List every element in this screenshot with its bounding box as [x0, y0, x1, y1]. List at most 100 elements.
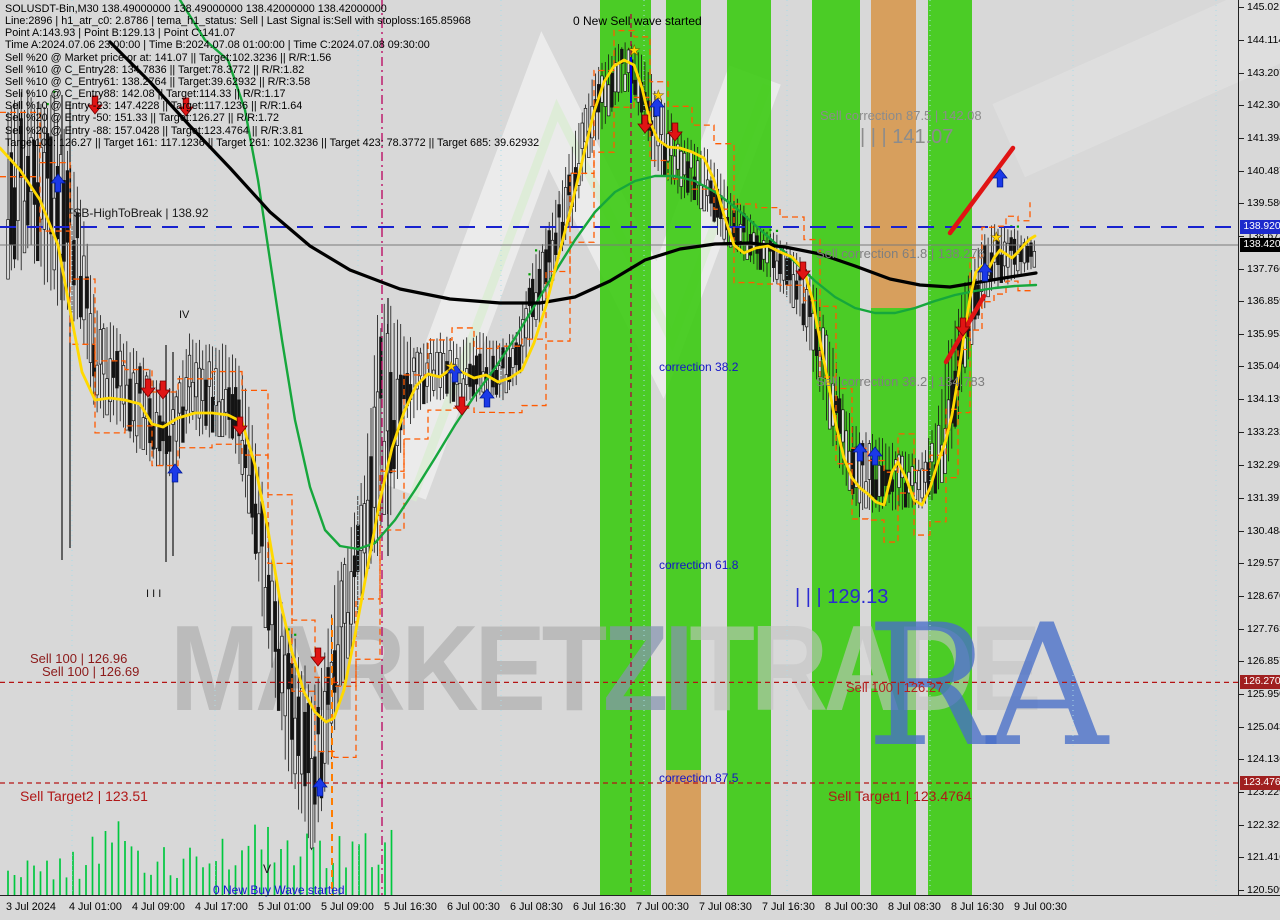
price-label: 127.763 [1247, 622, 1280, 635]
buy-arrow-icon [867, 446, 883, 466]
star-icon: ★ [628, 42, 641, 58]
price-tick [1239, 301, 1244, 303]
price-tick [1239, 72, 1244, 74]
band-green [600, 0, 651, 895]
annotation-label[interactable]: IV [179, 309, 190, 321]
price-label: 140.487 [1247, 164, 1280, 177]
sell-arrow-icon [140, 378, 156, 398]
watermark-text: MARKETZITRADE [170, 598, 1042, 738]
time-label: 6 Jul 08:30 [510, 901, 563, 913]
price-label: 135.046 [1247, 360, 1280, 373]
buy-arrow-icon [479, 388, 495, 408]
annotation-label[interactable]: Sell 100 | 126.27 [846, 680, 944, 695]
annotation-label[interactable]: Sell correction 87.5 | 142.08 [820, 108, 982, 123]
price-tag: 126.270 [1240, 675, 1280, 690]
annotation-label[interactable]: Sell correction 38.2 | 134.783 [816, 374, 985, 389]
info-line: Point A:143.93 | Point B:129.13 | Point … [5, 27, 236, 40]
band-orange [871, 0, 916, 308]
time-label: 5 Jul 01:00 [258, 901, 311, 913]
price-label: 135.953 [1247, 327, 1280, 340]
price-tick [1239, 333, 1244, 335]
annotation-label[interactable]: correction 61.8 [659, 558, 739, 572]
info-line: SOLUSDT-Bin,M30 138.49000000 138.4900000… [5, 3, 387, 15]
buy-arrow-icon [447, 363, 463, 383]
info-line: Time A:2024.07.06 23:00:00 | Time B:2024… [5, 39, 430, 52]
annotation-label[interactable]: correction 87.5 [659, 771, 739, 785]
info-line: Sell %20 @ Market price or at: 141.07 ||… [5, 51, 332, 64]
buy-arrow-icon [992, 168, 1008, 188]
annotation-label[interactable]: I I I [146, 588, 162, 600]
price-label: 134.139 [1247, 393, 1280, 406]
annotation-label[interactable]: Sell correction 61.8 | 138.276 [816, 246, 985, 261]
annotation-label[interactable]: 0 New Buy Wave started [213, 883, 345, 897]
time-label: 5 Jul 09:00 [321, 901, 374, 913]
price-tick [1239, 791, 1244, 793]
time-label: 6 Jul 16:30 [573, 901, 626, 913]
buy-arrow-icon [50, 173, 66, 193]
price-tick [1239, 530, 1244, 532]
price-tick [1239, 661, 1244, 663]
price-tick [1239, 399, 1244, 401]
annotation-label[interactable]: Sell Target1 | 123.4764 [828, 788, 972, 804]
price-tick [1239, 203, 1244, 205]
price-tick [1239, 105, 1244, 107]
sell-arrow-icon [87, 95, 103, 115]
price-label: 120.509 [1247, 883, 1280, 896]
info-line: Sell %20 @ Entry -50: 151.33 || Target:1… [5, 112, 280, 125]
time-axis[interactable]: 3 Jul 2024 4 Jul 01:00 4 Jul 09:00 4 Jul 17… [0, 895, 1280, 920]
annotation-label[interactable]: correction 38.2 [659, 360, 739, 374]
time-label: 8 Jul 16:30 [951, 901, 1004, 913]
annotation-label[interactable]: | | | 129.13 [795, 586, 889, 608]
price-label: 133.232 [1247, 425, 1280, 438]
annotation-label[interactable]: | | | 141.07 [860, 126, 954, 148]
price-label: 139.580 [1247, 197, 1280, 210]
time-label: 4 Jul 09:00 [132, 901, 185, 913]
price-tick [1239, 726, 1244, 728]
sell-arrow-icon [795, 261, 811, 281]
price-label: 137.766 [1247, 262, 1280, 275]
sell-arrow-icon [178, 97, 194, 117]
buy-arrow-icon [649, 97, 665, 117]
price-label: 143.207 [1247, 66, 1280, 79]
buy-arrow-icon [167, 463, 183, 483]
watermark-market: MARKET [170, 600, 607, 736]
price-tick [1239, 857, 1244, 859]
sell-arrow-icon [310, 647, 326, 667]
price-tag: 138.920 [1240, 220, 1280, 234]
annotation-label[interactable]: Sell 100 | 126.96 [30, 651, 128, 666]
annotation-label[interactable]: Sell Target2 | 123.51 [20, 788, 148, 804]
price-tick [1239, 498, 1244, 500]
price-tick [1239, 7, 1244, 9]
price-tick [1239, 563, 1244, 565]
time-label: 8 Jul 00:30 [825, 901, 878, 913]
time-label: 3 Jul 2024 [6, 901, 56, 913]
price-label: 130.484 [1247, 524, 1280, 537]
annotation-label[interactable]: FSB-HighToBreak | 138.92 [66, 206, 209, 220]
indicator-info-overlay: SOLUSDT-Bin,M30 138.49000000 138.4900000… [5, 3, 539, 149]
info-line: Sell %20 @ Entry -88: 157.0428 || Target… [5, 124, 304, 137]
price-tick [1239, 889, 1244, 891]
sell-arrow-icon [454, 396, 470, 416]
time-label: 8 Jul 08:30 [888, 901, 941, 913]
price-tick [1239, 596, 1244, 597]
annotation-label[interactable]: Sell 100 | 126.69 [42, 664, 140, 679]
price-label: 125.043 [1247, 720, 1280, 733]
price-label: 131.391 [1247, 492, 1280, 505]
info-line: Sell %10 @ C_Entry88: 142.08 || Target:1… [5, 88, 286, 101]
sell-arrow-icon [155, 380, 171, 400]
price-label: 121.416 [1247, 851, 1280, 864]
band-green [871, 308, 916, 895]
price-tick [1239, 759, 1244, 761]
price-label: 142.300 [1247, 99, 1280, 112]
sell-arrow-icon [667, 122, 683, 142]
annotation-label[interactable]: V [263, 862, 272, 876]
price-tick [1239, 465, 1244, 467]
annotation-label[interactable]: 0 New Sell wave started [573, 14, 702, 28]
price-tick [1239, 824, 1244, 826]
band-orange [666, 770, 701, 895]
price-label: 124.136 [1247, 753, 1280, 766]
time-label: 7 Jul 16:30 [762, 901, 815, 913]
star-icon: ★ [990, 229, 1003, 245]
price-axis[interactable]: 145.021 144.114 143.207 142.300 141.394 140.4… [1238, 0, 1280, 896]
